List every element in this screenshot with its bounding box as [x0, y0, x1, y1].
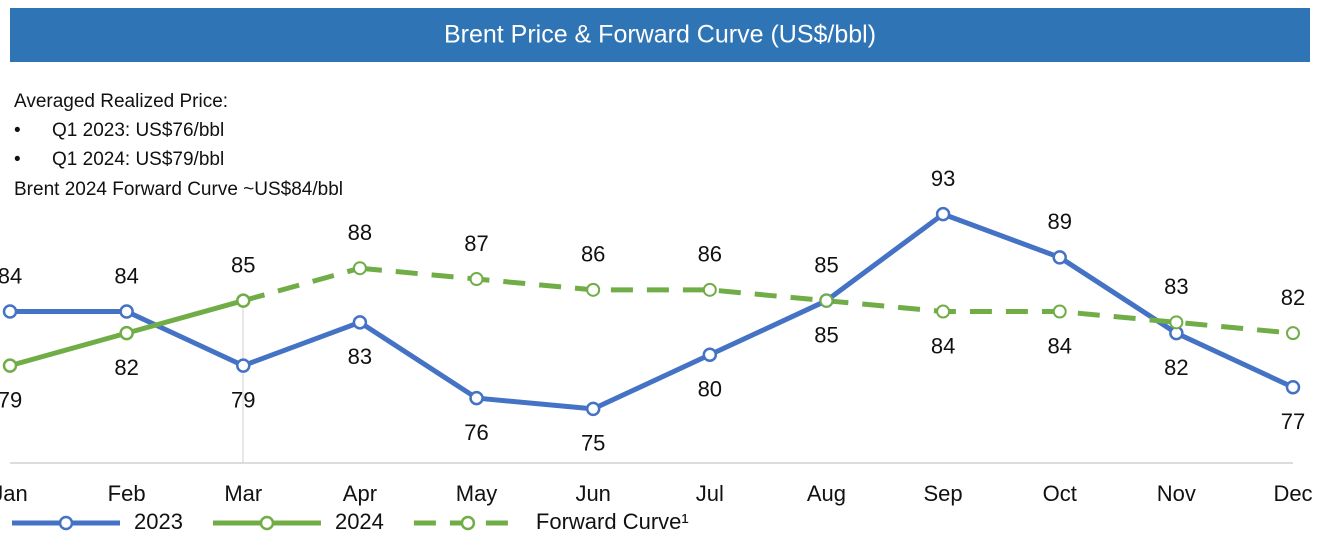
data-label: 76 [464, 420, 488, 445]
point [119, 325, 134, 341]
x-tick-label: Oct [1043, 481, 1077, 506]
point [1052, 304, 1067, 319]
point [1285, 380, 1301, 395]
data-label: 82 [1164, 355, 1188, 380]
data-label: 88 [348, 220, 372, 245]
point [236, 358, 251, 373]
data-label: 86 [581, 242, 605, 267]
legend-marker [259, 515, 275, 531]
legend-marker [58, 515, 74, 531]
x-tick-label: Dec [1273, 481, 1312, 506]
data-label: 84 [1047, 333, 1071, 358]
series-line [10, 211, 1295, 412]
point [585, 401, 601, 417]
data-label: 79 [0, 387, 22, 412]
data-label: 86 [698, 242, 722, 267]
data-label: 77 [1281, 409, 1305, 434]
data-label: 85 [814, 322, 838, 347]
point [352, 315, 368, 330]
chart-title: Brent Price & Forward Curve (US$/bbl) [444, 21, 876, 49]
data-label: 87 [464, 231, 488, 256]
data-label: 85 [814, 252, 838, 277]
data-label: 89 [1047, 209, 1071, 234]
x-tick-label: Feb [108, 481, 146, 506]
point [119, 304, 134, 319]
point [1052, 250, 1067, 265]
point [1169, 315, 1184, 330]
data-label: 84 [931, 333, 955, 358]
data-label: 84 [114, 263, 138, 288]
title-banner [10, 8, 1310, 62]
point [469, 272, 484, 287]
x-tick-label: Apr [343, 481, 377, 506]
data-label: 85 [231, 252, 255, 277]
legend-label: Forward Curve¹ [536, 509, 689, 534]
data-label: 83 [1164, 274, 1188, 299]
point [2, 304, 18, 319]
note: Averaged Realized Price: [14, 91, 228, 112]
point [1286, 326, 1300, 341]
x-tick-label: May [456, 481, 498, 506]
data-label: 80 [698, 377, 722, 402]
x-tick-label: Jan [0, 481, 28, 506]
x-tick-label: Nov [1157, 481, 1196, 506]
legend-label: 2023 [134, 509, 183, 534]
data-label: 75 [581, 431, 605, 456]
data-label: 82 [114, 355, 138, 380]
x-tick-label: Mar [224, 481, 262, 506]
point [586, 282, 601, 297]
data-label: 93 [931, 166, 955, 191]
x-tick-label: Aug [807, 481, 846, 506]
point [236, 293, 251, 308]
x-tick-label: Sep [924, 481, 963, 506]
data-label: 82 [1281, 285, 1305, 310]
point [2, 358, 18, 373]
point [819, 293, 834, 308]
connector [242, 265, 361, 304]
x-tick-label: Jul [696, 481, 724, 506]
data-label: 83 [348, 344, 372, 369]
data-label: 84 [0, 263, 22, 288]
note: Brent 2024 Forward Curve ~US$84/bbl [14, 179, 343, 200]
legend-marker [460, 515, 476, 531]
x-tick-label: Jun [575, 481, 610, 506]
point [702, 282, 717, 297]
note: Q1 2023: US$76/bbl [52, 120, 224, 141]
note: Q1 2024: US$79/bbl [52, 149, 224, 170]
bullet: • [14, 149, 21, 170]
point [935, 206, 951, 222]
legend-label: 2024 [335, 509, 384, 534]
point [352, 261, 367, 276]
point [469, 390, 484, 406]
point [702, 347, 718, 363]
bullet: • [14, 120, 21, 141]
data-label: 79 [231, 387, 255, 412]
point [936, 304, 951, 319]
